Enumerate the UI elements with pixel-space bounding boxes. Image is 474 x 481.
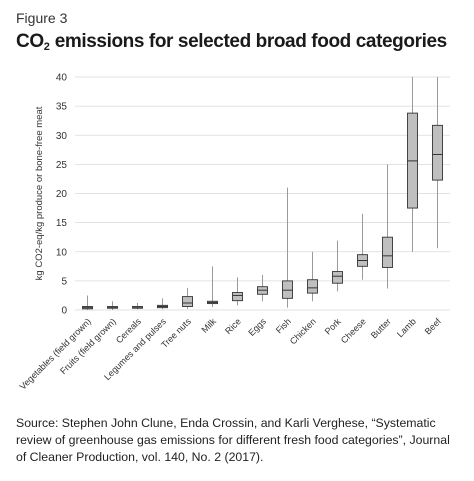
- box-legumes-and-pulses: [157, 298, 168, 310]
- box-butter: [382, 164, 393, 289]
- box-lamb: [407, 77, 418, 252]
- box-iqr: [232, 292, 243, 302]
- y-tick-label: 5: [61, 276, 67, 287]
- box-milk: [207, 266, 218, 308]
- box-iqr: [332, 271, 343, 284]
- x-tick-label: Lamb: [395, 316, 418, 339]
- box-eggs: [257, 275, 268, 302]
- x-axis-ticks: Vegetables (field grown)Fruits (field gr…: [18, 316, 444, 392]
- title-suffix: emissions for selected broad food catego…: [49, 31, 447, 52]
- x-tick-label: Chicken: [288, 316, 318, 346]
- y-axis-ticks: 0 5 10 15 20 25 30 35 40: [56, 73, 68, 317]
- y-tick-label: 0: [61, 306, 67, 317]
- box-vegetables-field-grown: [82, 295, 93, 310]
- y-tick-label: 15: [56, 218, 68, 229]
- x-tick-label: Beef: [423, 316, 444, 337]
- x-tick-label: Milk: [200, 316, 219, 335]
- x-tick-label: Rice: [223, 316, 243, 336]
- y-tick-label: 30: [56, 131, 68, 142]
- box-iqr: [307, 279, 318, 294]
- box-chicken: [307, 251, 318, 302]
- figure-label: Figure 3: [16, 10, 68, 26]
- x-tick-label: Fish: [274, 316, 293, 335]
- box-rice: [232, 277, 243, 306]
- gridlines: [75, 76, 450, 311]
- x-tick-label: Cheese: [339, 316, 368, 345]
- box-iqr: [182, 296, 193, 307]
- box-cereals: [132, 303, 143, 310]
- y-tick-label: 35: [56, 102, 68, 113]
- y-axis-label: kg CO2-eq/kg produce or bone-free meat: [34, 106, 45, 280]
- box-iqr: [432, 124, 443, 181]
- title-prefix: CO: [16, 31, 44, 52]
- x-tick-label: Butter: [369, 316, 393, 340]
- box-tree-nuts: [182, 287, 193, 309]
- y-tick-label: 10: [56, 247, 68, 258]
- title-subscript: 2: [43, 41, 50, 53]
- y-tick-label: 40: [56, 73, 68, 84]
- box-series: [82, 77, 443, 310]
- x-tick-label: Eggs: [246, 316, 268, 338]
- box-iqr: [282, 280, 293, 299]
- source-note: Source: Stephen John Clune, Enda Crossin…: [16, 416, 450, 464]
- y-tick-label: 25: [56, 160, 68, 171]
- box-cheese: [357, 213, 368, 280]
- box-pork: [332, 240, 343, 292]
- box-beef: [432, 77, 443, 249]
- x-tick-label: Pork: [323, 316, 344, 337]
- chart-title: CO2 emissions for selected broad food ca…: [16, 31, 447, 53]
- box-plot-chart: 0 5 10 15 20 25 30 35 40 kg CO2-eq/kg produce or…: [18, 73, 450, 392]
- box-fruits-field-grown: [107, 301, 118, 310]
- box-iqr: [382, 236, 393, 268]
- y-tick-label: 20: [56, 189, 68, 200]
- box-fish: [282, 187, 293, 308]
